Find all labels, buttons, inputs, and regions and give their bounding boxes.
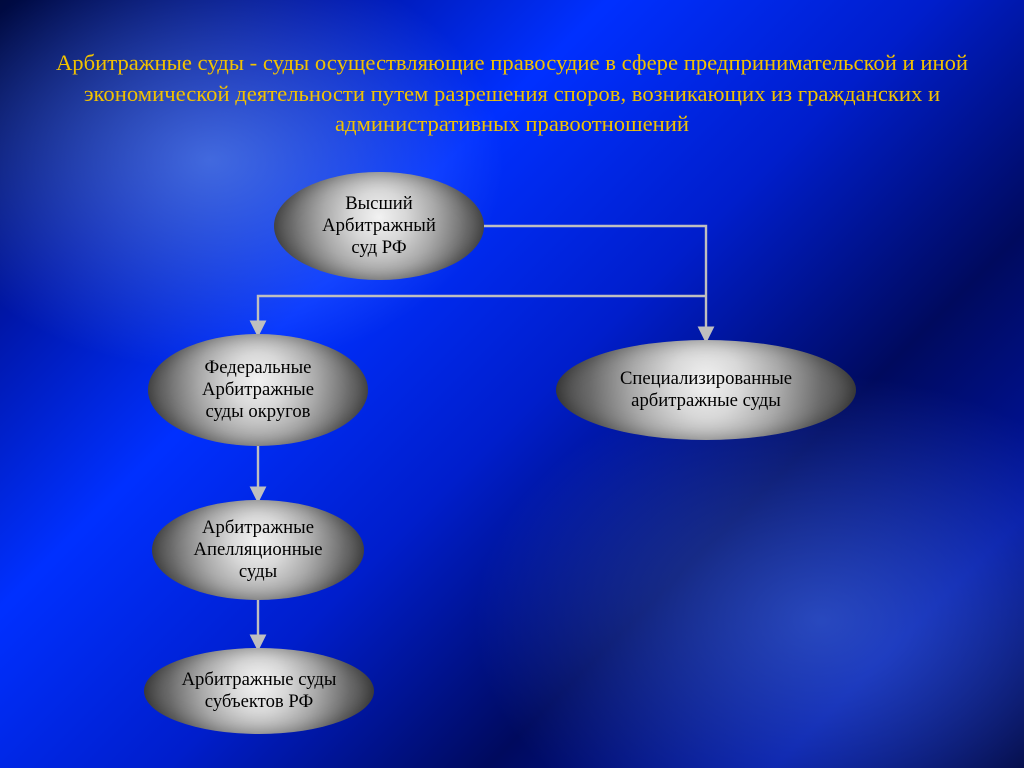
node-label: Специализированные арбитражные суды bbox=[620, 368, 792, 412]
node-subjects: Арбитражные суды субъектов РФ bbox=[144, 648, 374, 734]
slide-title-text: Арбитражные суды - суды осуществляющие п… bbox=[56, 50, 968, 136]
slide-stage: Арбитражные суды - суды осуществляющие п… bbox=[0, 0, 1024, 768]
node-label: Федеральные Арбитражные суды округов bbox=[202, 357, 314, 423]
node-label: Арбитражные Апелляционные суды bbox=[193, 517, 322, 583]
node-federal-district: Федеральные Арбитражные суды округов bbox=[148, 334, 368, 446]
node-supreme-arbitration: Высший Арбитражный суд РФ bbox=[274, 172, 484, 280]
node-label: Арбитражные суды субъектов РФ bbox=[182, 669, 337, 713]
node-appellate: Арбитражные Апелляционные суды bbox=[152, 500, 364, 600]
node-specialized: Специализированные арбитражные суды bbox=[556, 340, 856, 440]
slide-title: Арбитражные суды - суды осуществляющие п… bbox=[40, 48, 984, 140]
node-label: Высший Арбитражный суд РФ bbox=[322, 193, 436, 259]
